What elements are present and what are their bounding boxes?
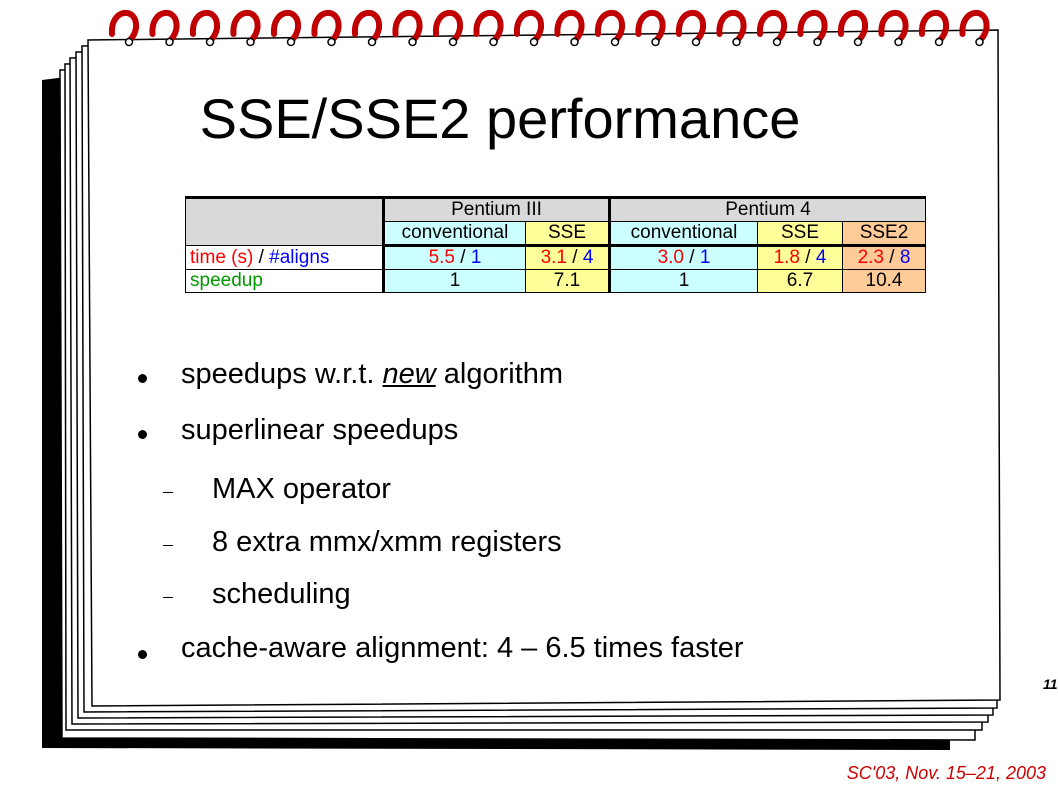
table-header-row-2: conventional SSE conventional SSE SSE2 — [186, 221, 926, 247]
performance-table: Pentium III Pentium 4 conventional SSE c… — [185, 196, 926, 293]
binding-ring — [675, 9, 707, 43]
label-sep: / — [253, 246, 270, 268]
binding-hole — [651, 37, 660, 47]
binding-ring — [473, 9, 504, 43]
binding-ring — [392, 9, 423, 43]
binding-hole — [448, 37, 458, 47]
footer-conference: SC'03, Nov. 15–21, 2003 — [846, 763, 1046, 783]
slide-title: SSE/SSE2 performance — [199, 87, 801, 150]
binding-hole — [286, 37, 296, 47]
value-sep: / — [684, 247, 700, 268]
binding-ring — [594, 9, 626, 43]
cell-p4-sse2-time: 2.3 / 8 — [842, 245, 926, 270]
header-p3-sse: SSE — [525, 221, 610, 247]
cell-p3-sse-speedup: 7.1 — [525, 269, 610, 293]
header-p4-sse2: SSE2 — [842, 221, 926, 247]
header-p3-conventional: conventional — [382, 221, 526, 247]
value-aligns: 4 — [582, 247, 594, 268]
table-row-speedup: speedup 1 7.1 1 6.7 10.4 — [185, 269, 926, 293]
value-time: 3.1 — [540, 247, 567, 268]
binding-hole — [165, 37, 174, 47]
label-aligns: #aligns — [269, 246, 330, 268]
cell-p3-sse-time: 3.1 / 4 — [525, 245, 610, 270]
binding-ring — [311, 9, 342, 43]
cell-p4-sse2-speedup: 10.4 — [842, 269, 926, 293]
binding-hole — [772, 37, 782, 47]
header-corner-cell — [185, 196, 384, 246]
binding-ring — [554, 9, 585, 43]
value-aligns: 1 — [470, 247, 482, 268]
table-row-time: time (s) / #aligns 5.5 / 1 3.1 / 4 3.0 /… — [185, 245, 926, 270]
binding-ring — [756, 9, 788, 43]
binding-hole — [529, 37, 539, 47]
binding-ring — [797, 9, 828, 43]
binding-ring — [230, 9, 261, 43]
value-sep: / — [567, 247, 583, 268]
row-label-speedup: speedup — [185, 269, 384, 293]
header-p4-conventional: conventional — [608, 221, 758, 247]
row-label-time: time (s) / #aligns — [185, 245, 384, 270]
binding-ring — [270, 9, 302, 43]
binding-ring — [635, 9, 666, 43]
binding-hole — [853, 37, 863, 47]
cell-p3-conv-speedup: 1 — [382, 269, 526, 293]
binding-hole — [205, 37, 215, 47]
header-pentium4: Pentium 4 — [608, 196, 926, 222]
page-number: 11 — [1043, 676, 1058, 692]
binding-ring — [351, 9, 383, 43]
label-time: time (s) — [190, 246, 254, 268]
value-sep: / — [800, 247, 816, 268]
binding-hole — [408, 37, 417, 47]
value-aligns: 4 — [815, 247, 827, 268]
binding-hole — [489, 37, 498, 47]
binding-hole — [246, 37, 255, 47]
binding-hole — [367, 37, 377, 47]
table-header-row-1: Pentium III Pentium 4 — [185, 196, 926, 246]
binding-hole — [610, 37, 620, 47]
value-aligns: 8 — [899, 247, 911, 268]
value-aligns: 1 — [699, 247, 711, 268]
value-time: 3.0 — [657, 247, 684, 268]
binding-ring — [918, 9, 950, 43]
binding-ring — [716, 9, 747, 43]
binding-hole — [975, 37, 984, 47]
value-sep: / — [884, 247, 900, 268]
value-time: 2.3 — [857, 247, 884, 268]
binding-ring — [189, 9, 221, 43]
binding-hole — [570, 37, 579, 47]
binding-ring — [513, 9, 545, 43]
binding-hole — [894, 37, 903, 47]
cell-p3-conv-time: 5.5 / 1 — [382, 245, 526, 270]
binding-hole — [124, 37, 134, 47]
binding-hole — [732, 37, 741, 47]
value-time: 1.8 — [773, 247, 800, 268]
value-sep: / — [455, 247, 471, 268]
cell-p4-conv-speedup: 1 — [608, 269, 758, 293]
binding-hole — [934, 37, 944, 47]
cell-p4-sse-time: 1.8 / 4 — [757, 245, 843, 270]
header-p4-sse: SSE — [757, 221, 843, 247]
binding-hole — [813, 37, 822, 47]
binding-ring — [108, 9, 140, 43]
cell-p4-conv-time: 3.0 / 1 — [608, 245, 758, 270]
binding-ring — [878, 9, 909, 43]
cell-p4-sse-speedup: 6.7 — [757, 269, 843, 293]
binding-hole — [691, 37, 701, 47]
value-time: 5.5 — [428, 247, 455, 268]
binding-ring — [149, 9, 180, 43]
binding-ring — [432, 9, 464, 43]
binding-ring — [959, 9, 990, 43]
header-pentium3: Pentium III — [382, 196, 610, 222]
binding-hole — [327, 37, 336, 47]
binding-ring — [837, 9, 869, 43]
